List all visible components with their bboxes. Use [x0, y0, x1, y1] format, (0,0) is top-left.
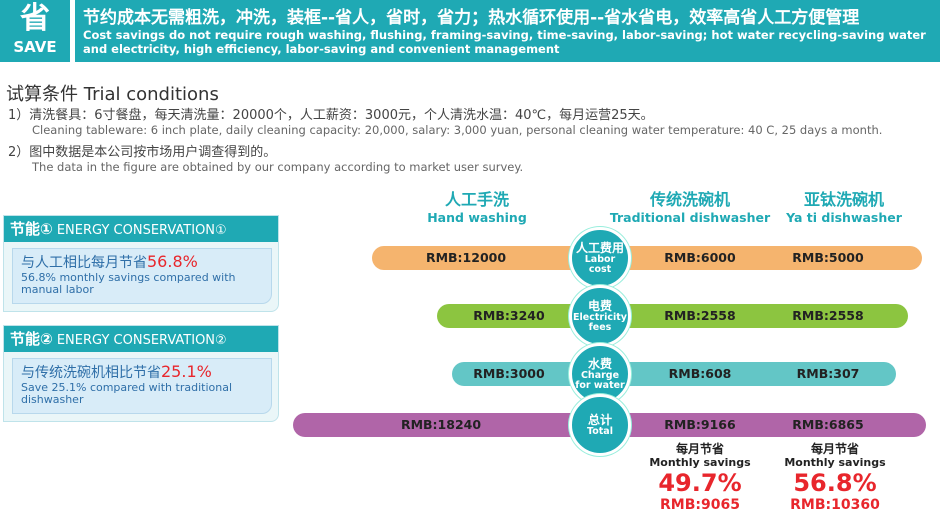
condition: 2）图中数据是本公司按市场用户调查得到的。 The data in the fi…	[8, 141, 523, 174]
row-label-cn: 人工费用	[575, 241, 624, 255]
row-label-en: Labor cost	[584, 254, 616, 275]
badge-en: SAVE	[13, 38, 57, 56]
panel-note: 56.8% monthly savings compared with manu…	[21, 271, 236, 296]
banner-title: 节约成本无需粗洗，冲洗，装框--省人，省时，省力；热水循环使用--省水省电，效率…	[83, 8, 860, 28]
panel: 节能① ENERGY CONSERVATION① 与人工相比每月节省56.8% …	[3, 215, 279, 312]
panel-title-en: ENERGY CONSERVATION②	[56, 333, 227, 348]
row-label: 人工费用 Labor cost	[569, 227, 631, 289]
row-label: 总计 Total	[569, 394, 631, 456]
condition-en: The data in the figure are obtained by o…	[32, 160, 524, 174]
condition-cn: 1）清洗餐具：6寸餐盘，每天清洗量：20000个，人工薪资：3000元，个人清洗…	[8, 108, 654, 123]
badge-cn: 省	[20, 1, 50, 36]
savings-percent: 49.7%	[658, 469, 742, 497]
savings-label-cn: 每月节省	[675, 442, 724, 456]
column-cn: 人工手洗	[444, 190, 509, 209]
panel-title-en: ENERGY CONSERVATION①	[56, 223, 227, 238]
panel-title-cn: 节能①	[10, 220, 53, 238]
column-header: 传统洗碗机 Traditional dishwasher	[600, 190, 780, 226]
badge: 省 SAVE	[0, 0, 70, 62]
headline-text: 与传统洗碗机相比节省	[21, 365, 161, 381]
row-label-cn: 水费	[587, 357, 612, 371]
condition-cn: 2）图中数据是本公司按市场用户调查得到的。	[8, 145, 277, 160]
condition: 1）清洗餐具：6寸餐盘，每天清洗量：20000个，人工薪资：3000元，个人清洗…	[8, 104, 882, 137]
value: RMB:3240	[473, 308, 545, 323]
headline-percent: 25.1%	[161, 362, 212, 381]
condition-en: Cleaning tableware: 6 inch plate, daily …	[32, 123, 883, 137]
panel-header: 节能② ENERGY CONSERVATION②	[4, 326, 278, 352]
value: RMB:5000	[792, 250, 864, 265]
row-label-en: Charge for water	[575, 370, 625, 391]
value: RMB:608	[668, 366, 732, 381]
banner-subtitle: Cost savings do not require rough washin…	[83, 28, 926, 56]
panel-headline: 与人工相比每月节省56.8%	[21, 253, 263, 272]
bar	[452, 362, 896, 386]
savings-amount: RMB:9065	[660, 497, 740, 513]
panel-note: Save 25.1% compared with traditional dis…	[21, 381, 232, 406]
savings: 每月节省 Monthly savings 56.8% RMB:10360	[765, 442, 905, 514]
panel-headline: 与传统洗碗机相比节省25.1%	[21, 363, 263, 382]
column-header: 亚钛洗碗机 Ya ti dishwasher	[754, 190, 934, 226]
savings-amount: RMB:10360	[790, 497, 880, 513]
column-en: Traditional dishwasher	[609, 210, 771, 225]
column-en: Hand washing	[427, 210, 527, 225]
savings: 每月节省 Monthly savings 49.7% RMB:9065	[630, 442, 770, 514]
value: RMB:2558	[792, 308, 864, 323]
row-label-en: Total	[587, 426, 613, 437]
column-en: Ya ti dishwasher	[786, 210, 902, 225]
value: RMB:18240	[400, 417, 482, 432]
panel-header: 节能① ENERGY CONSERVATION①	[4, 216, 278, 242]
panel-title-cn: 节能②	[10, 330, 53, 348]
value: RMB:6865	[792, 417, 864, 432]
panel-box: 与人工相比每月节省56.8% 56.8% monthly savings com…	[12, 248, 272, 304]
headline-text: 与人工相比每月节省	[21, 255, 147, 271]
panel-box: 与传统洗碗机相比节省25.1% Save 25.1% compared with…	[12, 358, 272, 414]
value: RMB:6000	[664, 250, 736, 265]
row-label: 电费 Electricity fees	[569, 285, 631, 347]
banner: 节约成本无需粗洗，冲洗，装框--省人，省时，省力；热水循环使用--省水省电，效率…	[75, 0, 940, 62]
column-header: 人工手洗 Hand washing	[387, 190, 567, 226]
column-cn: 传统洗碗机	[649, 190, 730, 209]
value: RMB:2558	[664, 308, 736, 323]
value: RMB:3000	[473, 366, 545, 381]
row-label-cn: 电费	[587, 299, 612, 313]
bar	[437, 304, 908, 328]
row-label-cn: 总计	[587, 413, 612, 427]
headline-percent: 56.8%	[147, 252, 198, 271]
value: RMB:12000	[425, 250, 507, 265]
bar	[372, 246, 922, 270]
savings-label-en: Monthly savings	[649, 456, 751, 469]
savings-label-cn: 每月节省	[810, 442, 859, 456]
savings-percent: 56.8%	[793, 469, 877, 497]
row-label-en: Electricity fees	[573, 312, 627, 333]
panel: 节能② ENERGY CONSERVATION② 与传统洗碗机相比节省25.1%…	[3, 325, 279, 422]
conditions-title: 试算条件 Trial conditions	[6, 84, 219, 105]
savings-label-en: Monthly savings	[784, 456, 886, 469]
value: RMB:307	[796, 366, 860, 381]
value: RMB:9166	[664, 417, 736, 432]
column-cn: 亚钛洗碗机	[803, 190, 884, 209]
